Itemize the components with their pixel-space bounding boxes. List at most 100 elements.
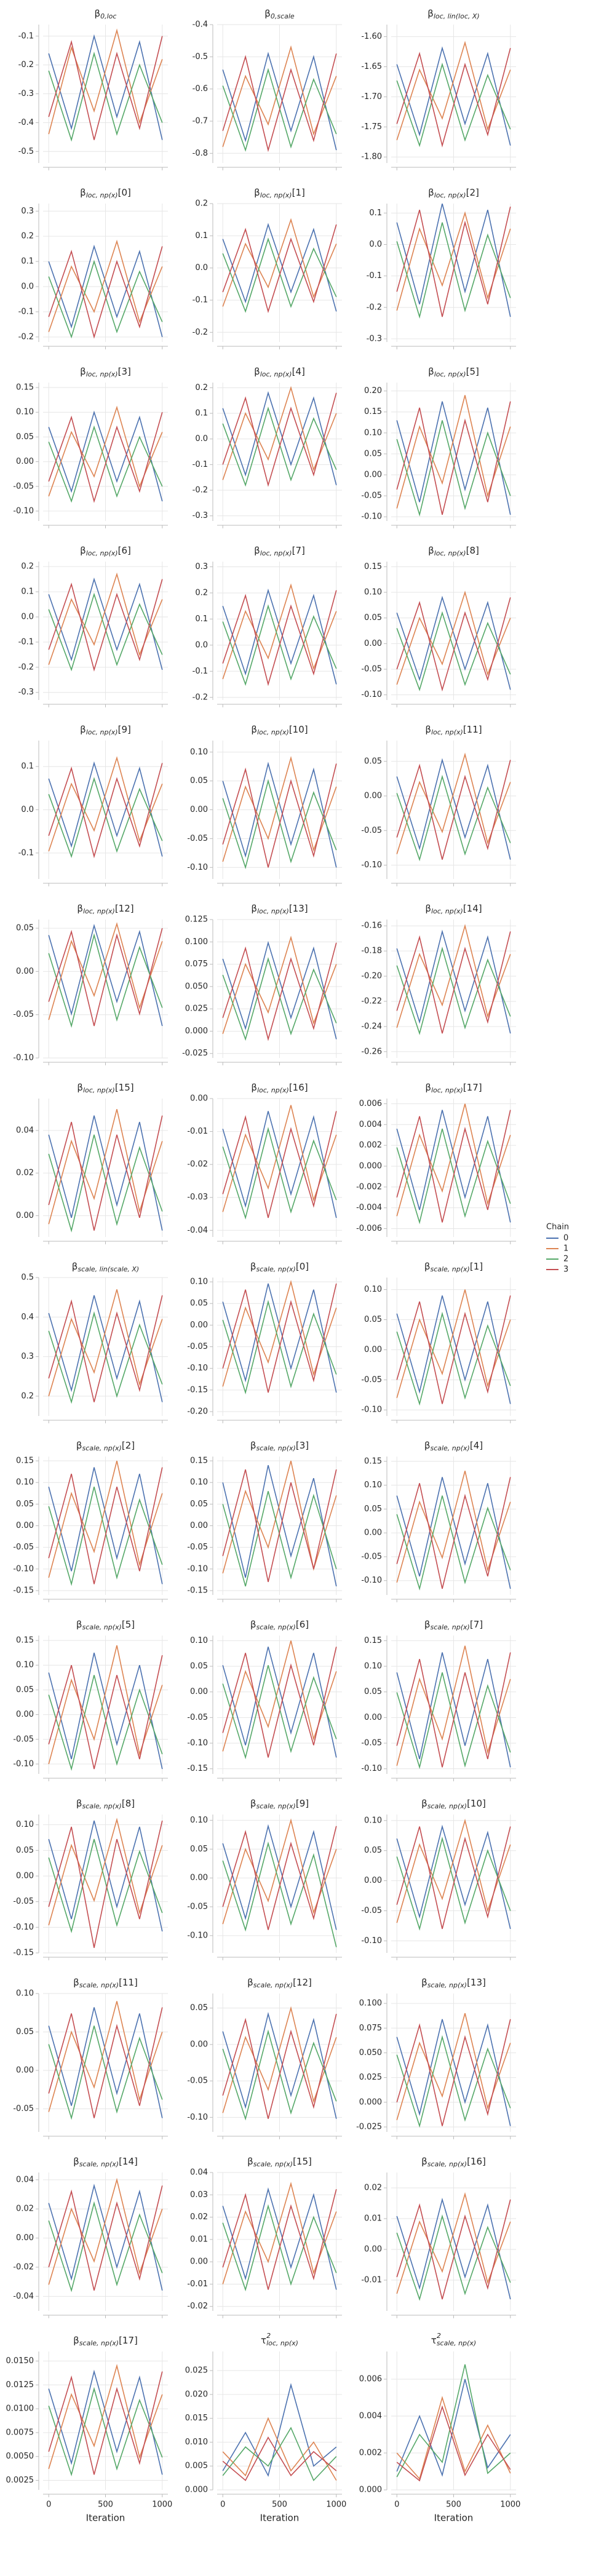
panel-title: βloc, np(x)[13] xyxy=(251,903,308,916)
y-tick-label: 0.01 xyxy=(364,2214,382,2224)
panel-title: βscale, np(x)[4] xyxy=(424,1440,483,1453)
trace-panel: -0.10 -0.05 0.00 0.05 βloc, np(x)[11] xyxy=(361,724,516,886)
y-tick-label: -0.01 xyxy=(361,2276,382,2285)
y-tick-label: 0.00 xyxy=(190,805,208,814)
y-tick-label: -0.10 xyxy=(361,1405,382,1415)
y-tick-label: 0.0 xyxy=(21,805,34,814)
y-tick-label: 0.3 xyxy=(21,207,34,216)
y-tick-label: 0.10 xyxy=(16,1820,34,1829)
trace-line xyxy=(396,2199,511,2300)
title-symbol: β xyxy=(76,1798,82,1809)
trace-line xyxy=(222,52,337,151)
title-subscript: loc, np(x) xyxy=(431,1086,463,1094)
y-tick-label: -0.05 xyxy=(13,1010,34,1019)
trace-line xyxy=(396,1110,511,1223)
title-subscript: scale, np(x) xyxy=(256,1802,295,1810)
y-tick-label: 0.10 xyxy=(364,1285,382,1294)
trace-line xyxy=(396,947,511,1035)
y-tick-label: 0.10 xyxy=(190,1278,208,1287)
panel-title: βloc, np(x)[6] xyxy=(80,545,131,558)
trace-line xyxy=(222,2189,337,2290)
y-tick-label: -0.7 xyxy=(193,116,208,125)
trace-line xyxy=(48,1820,163,1948)
y-tick-label: -0.05 xyxy=(187,1342,208,1351)
title-index: [10] xyxy=(289,724,308,735)
title-index: [14] xyxy=(119,2156,138,2167)
panel-title: βscale, np(x)[16] xyxy=(421,2156,486,2169)
title-index: [0] xyxy=(296,1261,309,1272)
panel-title: βscale, np(x)[15] xyxy=(247,2156,312,2169)
trace-panel: -0.10 -0.05 0.00 0.05 0.10 βscale, np(x)[10] xyxy=(361,1798,516,1960)
title-index: [12] xyxy=(293,1977,312,1988)
y-tick-label: 0.00 xyxy=(16,967,34,976)
title-symbol: β xyxy=(250,1619,256,1630)
y-tick-label: -0.05 xyxy=(361,826,382,835)
y-tick-label: 0.1 xyxy=(195,409,208,418)
y-tick-label: 0.004 xyxy=(359,1120,382,1129)
y-tick-label: 0.0 xyxy=(195,263,208,272)
y-tick-label: 0.10 xyxy=(190,1636,208,1645)
panel-title: βloc, np(x)[10] xyxy=(251,724,308,737)
trace-line xyxy=(222,588,337,685)
title-subscript: 0,scale xyxy=(271,12,295,20)
y-tick-label: 0.00 xyxy=(16,1872,34,1881)
trace-line xyxy=(396,1495,511,1591)
panel-title: βloc, np(x)[12] xyxy=(77,903,133,916)
x-tick-label: 1000 xyxy=(152,2500,172,2510)
y-tick-label: 0.0075 xyxy=(6,2428,34,2437)
trace-line xyxy=(396,2197,511,2300)
trace-line xyxy=(396,1652,511,1768)
trace-line xyxy=(396,62,511,148)
title-symbol: β xyxy=(80,545,86,556)
y-tick-label: 0.20 xyxy=(364,386,382,396)
y-tick-label: 0.000 xyxy=(359,2097,382,2107)
y-tick-label: -0.4 xyxy=(193,20,208,30)
y-tick-label: -0.8 xyxy=(193,149,208,158)
y-tick-label: 0.002 xyxy=(359,2449,382,2458)
x-tick-label: 0 xyxy=(394,2500,399,2510)
trace-line xyxy=(48,922,163,1020)
title-subscript: scale, np(x) xyxy=(430,1444,469,1452)
y-tick-label: 0.15 xyxy=(364,562,382,571)
y-tick-label: 0.05 xyxy=(364,613,382,622)
trace-line xyxy=(222,237,337,313)
x-axis-label: Iteration xyxy=(260,2513,300,2524)
y-tick-label: 0.00 xyxy=(190,1094,208,1103)
trace-line xyxy=(222,2029,337,2121)
y-tick-label: 0.002 xyxy=(359,1141,382,1150)
y-tick-label: -0.2 xyxy=(18,332,34,341)
x-tick-label: 1000 xyxy=(326,2500,346,2510)
trace-line xyxy=(396,2364,511,2478)
title-symbol: β xyxy=(425,903,431,914)
panel-title: βloc, np(x)[3] xyxy=(80,366,131,379)
y-tick-label: -0.002 xyxy=(356,1182,382,1191)
trace-panel: -0.04 -0.02 0.00 0.02 0.04 βscale, np(x)[14] xyxy=(13,2156,168,2318)
trace-line xyxy=(222,604,337,686)
title-index: [3] xyxy=(118,366,131,377)
panel-title: βloc, np(x)[4] xyxy=(254,366,305,379)
title-index: [17] xyxy=(463,1082,482,1093)
y-tick-label: 0.05 xyxy=(16,1685,34,1695)
y-tick-label: -0.10 xyxy=(361,1764,382,1773)
trace-line xyxy=(222,2427,337,2481)
title-symbol: τ xyxy=(431,2335,437,2346)
y-tick-label: -0.006 xyxy=(356,1224,382,1233)
title-symbol: β xyxy=(264,8,271,19)
trace-line xyxy=(396,1826,511,1930)
trace-line xyxy=(48,1115,163,1231)
y-tick-label: 0.05 xyxy=(190,776,208,785)
y-tick-label: 0.05 xyxy=(364,1846,382,1855)
title-subscript: scale, np(x) xyxy=(427,2160,467,2168)
y-tick-label: 0.05 xyxy=(16,1846,34,1855)
y-tick-label: -0.025 xyxy=(182,1049,208,1058)
y-tick-label: 0.04 xyxy=(16,1126,34,1135)
title-subscript: loc, np(x) xyxy=(260,191,292,199)
y-tick-label: -0.15 xyxy=(187,1764,208,1773)
trace-line xyxy=(222,957,337,1041)
y-tick-label: -0.10 xyxy=(187,1739,208,1748)
trace-line xyxy=(48,1467,163,1584)
y-tick-label: 0.0050 xyxy=(6,2452,34,2461)
y-tick-label: 0.03 xyxy=(190,2190,208,2200)
x-axis-label: Iteration xyxy=(434,2513,474,2524)
y-tick-label: -0.02 xyxy=(187,1160,208,1169)
